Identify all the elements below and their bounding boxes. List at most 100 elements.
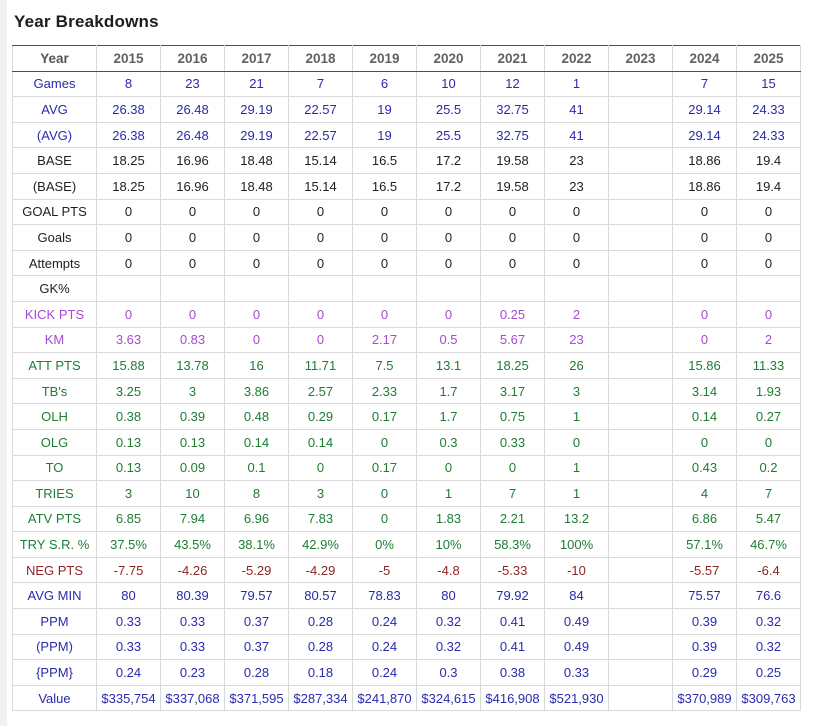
cell: 18.86	[672, 172, 737, 200]
cell: 0	[544, 198, 609, 226]
cell: $309,763	[736, 684, 801, 712]
cell	[608, 633, 673, 661]
cell: 0.2	[736, 454, 801, 482]
cell: 3.25	[96, 377, 161, 405]
cell: 0	[224, 249, 289, 277]
cell: 1	[544, 480, 609, 507]
cell: 0.5	[416, 326, 481, 354]
row-label: TB's	[12, 377, 97, 405]
table-row: KICK PTS 0 0 0 0 0 0 0.25 2 0 0	[12, 300, 801, 328]
cell: 0	[352, 505, 417, 533]
row-label: PPM	[12, 608, 97, 635]
cell: 19	[352, 96, 417, 123]
cell: 0	[736, 300, 801, 328]
cell: 7.94	[160, 505, 225, 533]
cell: 41	[544, 96, 609, 123]
cell: 0	[352, 249, 417, 277]
cell: 3	[544, 377, 609, 405]
cell: 0	[96, 249, 161, 277]
cell: 0.41	[480, 608, 545, 635]
year-column-header: 2017	[224, 45, 289, 72]
year-column-header: 2023	[608, 45, 673, 72]
cell: 75.57	[672, 582, 737, 610]
cell: $241,870	[352, 684, 417, 712]
cell: $521,930	[544, 684, 609, 712]
cell: 80	[416, 582, 481, 610]
cell: 0.24	[352, 608, 417, 635]
cell: 0.13	[96, 428, 161, 456]
row-label: BASE	[12, 147, 97, 174]
cell: 0.24	[96, 659, 161, 686]
cell: -6.4	[736, 556, 801, 584]
cell: 43.5%	[160, 531, 225, 558]
cell: 0.1	[224, 454, 289, 482]
cell: 7	[480, 480, 545, 507]
cell: 0.39	[672, 633, 737, 661]
cell: 18.25	[96, 172, 161, 200]
cell: 0.3	[416, 428, 481, 456]
cell: 15.14	[288, 147, 353, 174]
cell: 17.2	[416, 172, 481, 200]
cell: 15.88	[96, 352, 161, 379]
cell: 15.14	[288, 172, 353, 200]
cell: -4.8	[416, 556, 481, 584]
cell: 79.57	[224, 582, 289, 610]
cell	[608, 224, 673, 251]
cell: 0	[544, 224, 609, 251]
cell: 25.5	[416, 96, 481, 123]
cell: 0.29	[288, 403, 353, 430]
row-label: Attempts	[12, 249, 97, 277]
cell: 13.1	[416, 352, 481, 379]
cell: 0	[544, 249, 609, 277]
row-label: KM	[12, 326, 97, 354]
row-label: (AVG)	[12, 121, 97, 149]
cell: 5.47	[736, 505, 801, 533]
table-row: (PPM) 0.33 0.33 0.37 0.28 0.24 0.32 0.41 0.49 0.3…	[12, 633, 801, 661]
cell: 0	[480, 224, 545, 251]
cell: 0	[672, 300, 737, 328]
cell: 2	[736, 326, 801, 354]
cell: 0.33	[480, 428, 545, 456]
cell: 0.3	[416, 659, 481, 686]
cell: 42.9%	[288, 531, 353, 558]
cell: 0.32	[736, 633, 801, 661]
cell: 29.19	[224, 96, 289, 123]
cell: 0	[352, 480, 417, 507]
cell: 32.75	[480, 96, 545, 123]
cell: 0	[288, 300, 353, 328]
cell: 0.39	[672, 608, 737, 635]
cell: 2.57	[288, 377, 353, 405]
cell: 0	[416, 300, 481, 328]
cell: 15.86	[672, 352, 737, 379]
cell: 13.2	[544, 505, 609, 533]
cell: 0	[224, 224, 289, 251]
cell: 80	[96, 582, 161, 610]
cell: 0.25	[480, 300, 545, 328]
table-row: AVG MIN 80 80.39 79.57 80.57 78.83 80 79.92 84 75…	[12, 582, 801, 610]
cell: 11.33	[736, 352, 801, 379]
cell: 0	[736, 198, 801, 226]
row-label: TO	[12, 454, 97, 482]
cell	[608, 428, 673, 456]
cell: 0	[352, 224, 417, 251]
cell	[224, 275, 289, 302]
cell: 0	[224, 326, 289, 354]
cell: 3	[96, 480, 161, 507]
row-label: Goals	[12, 224, 97, 251]
cell: 0.14	[288, 428, 353, 456]
cell: 0.32	[736, 608, 801, 635]
cell: 0.17	[352, 403, 417, 430]
cell	[608, 70, 673, 98]
cell: 0.28	[288, 633, 353, 661]
cell	[608, 96, 673, 123]
table-row: OLG 0.13 0.13 0.14 0.14 0 0.3 0.33 0 0 0	[12, 428, 801, 456]
cell: 41	[544, 121, 609, 149]
cell: 19.58	[480, 172, 545, 200]
cell: 1	[544, 403, 609, 430]
cell: 0.38	[480, 659, 545, 686]
cell: 76.6	[736, 582, 801, 610]
cell	[608, 582, 673, 610]
table-row: PPM 0.33 0.33 0.37 0.28 0.24 0.32 0.41 0.49 0.39 0…	[12, 608, 801, 635]
cell: 3.86	[224, 377, 289, 405]
cell: 1.93	[736, 377, 801, 405]
